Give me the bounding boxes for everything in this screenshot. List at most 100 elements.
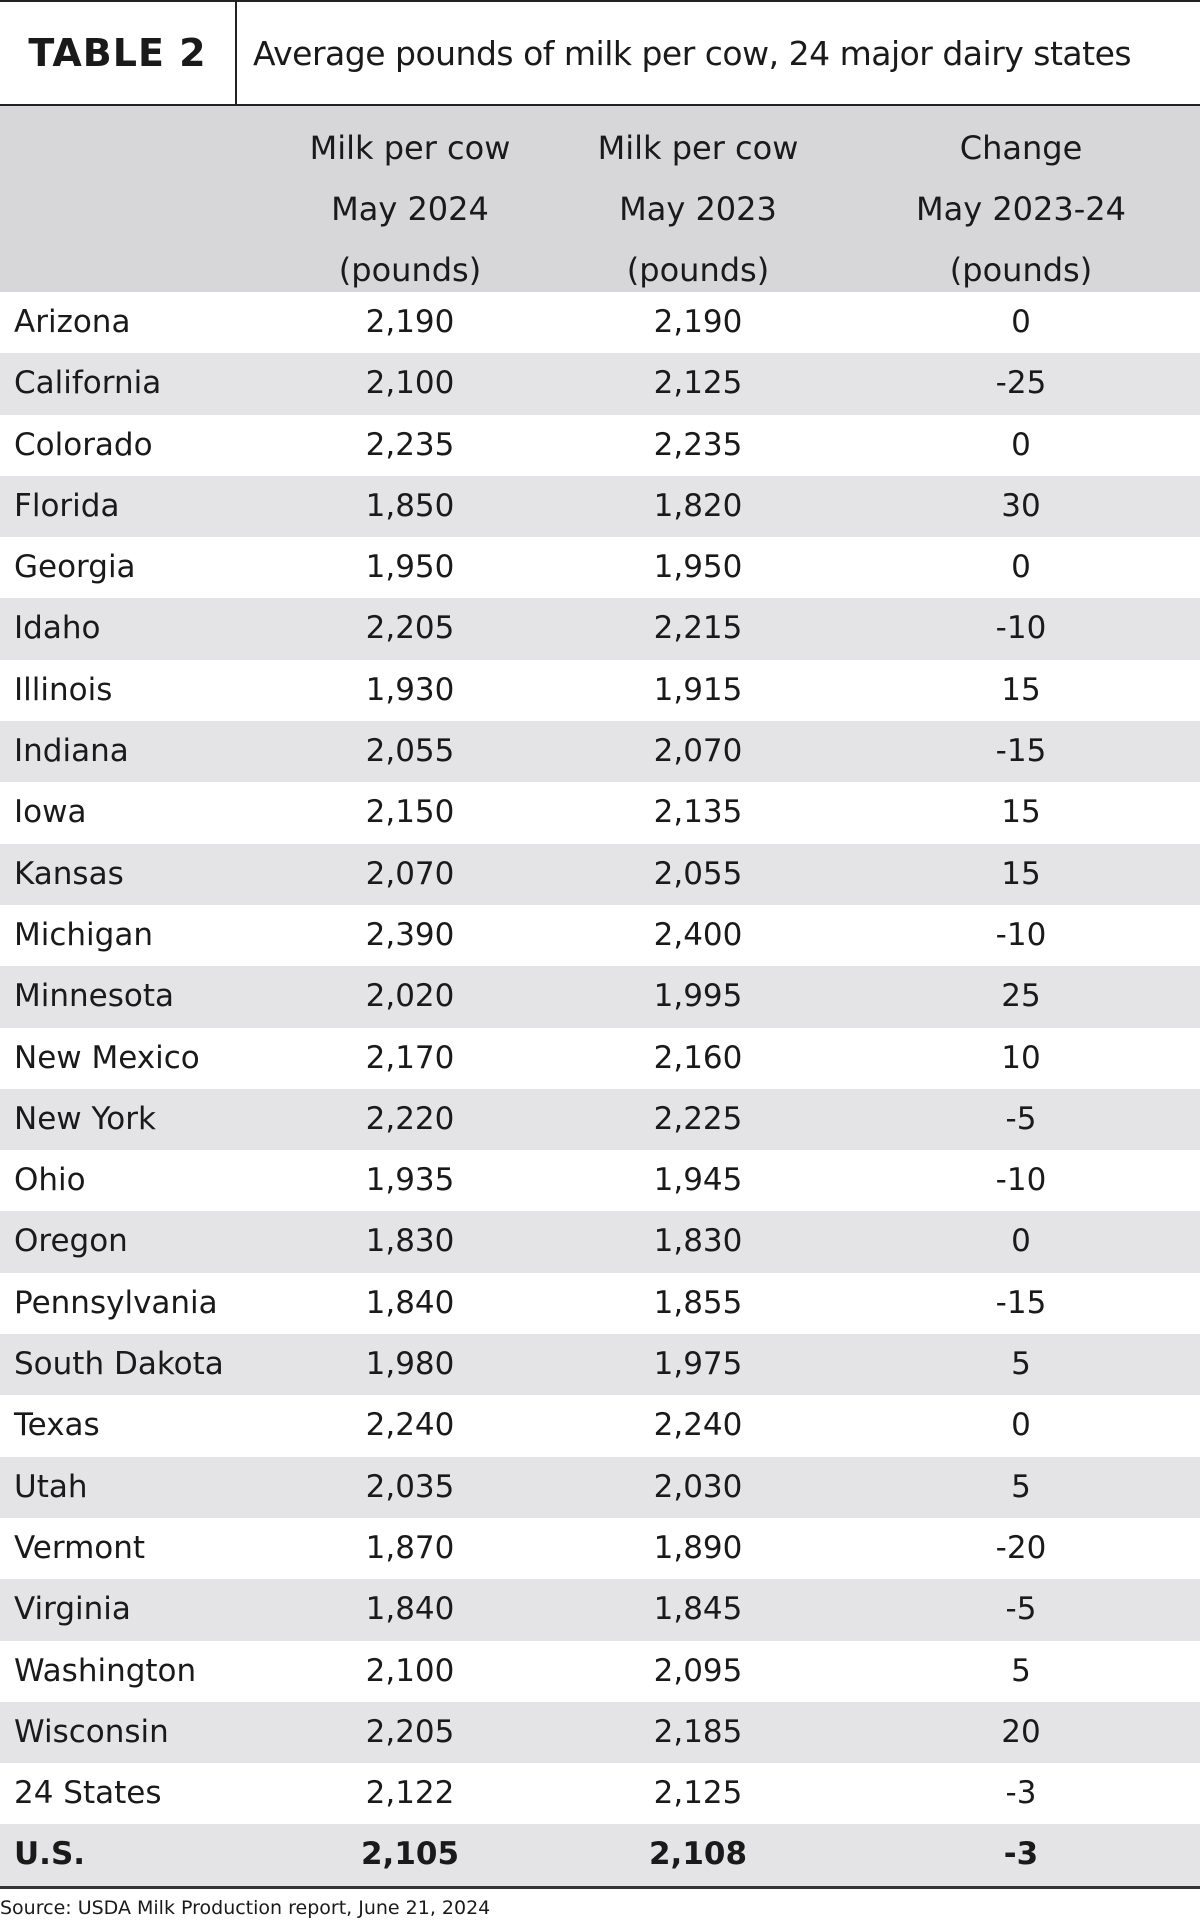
table-cell: 30 — [1001, 487, 1041, 524]
table-cell: 2,122 — [365, 1775, 455, 1812]
column-header: Milk per cow May 2024 (pounds) — [260, 118, 560, 301]
table-row: Georgia 1,950 1,950 0 — [0, 537, 1200, 598]
table-cell: 10 — [1001, 1039, 1041, 1076]
table-cell: 15 — [1001, 794, 1041, 831]
header-line: May 2023 — [619, 190, 777, 228]
table-cell: 2,135 — [653, 794, 743, 831]
table-cell: 20 — [1001, 1713, 1041, 1750]
table-cell: -15 — [995, 1284, 1047, 1321]
state-name: Illinois — [14, 671, 113, 708]
table-cell: 2,205 — [365, 1713, 455, 1750]
source-note: Source: USDA Milk Production report, Jun… — [0, 1897, 491, 1919]
table-cell: 2,100 — [365, 365, 455, 402]
table-row: 24 States 2,122 2,125 -3 — [0, 1763, 1200, 1824]
header-line: Milk per cow — [309, 129, 511, 167]
header-line: May 2024 — [331, 190, 489, 228]
table-cell: 0 — [1011, 1407, 1031, 1444]
table-cell: 2,215 — [653, 610, 743, 647]
table-cell: 2,160 — [653, 1039, 743, 1076]
table-row: Wisconsin 2,205 2,185 20 — [0, 1701, 1200, 1764]
table-row: California 2,100 2,125 -25 — [0, 353, 1200, 415]
table-row: Utah 2,035 2,030 5 — [0, 1456, 1200, 1518]
header-line: Change — [959, 129, 1083, 167]
table-row: South Dakota 1,980 1,975 5 — [0, 1334, 1200, 1396]
header-line: (pounds) — [949, 251, 1093, 289]
table-cell: -3 — [1003, 1836, 1039, 1873]
state-name: Colorado — [14, 426, 153, 463]
state-name: Vermont — [14, 1529, 146, 1566]
state-name: 24 States — [14, 1775, 162, 1812]
state-name: Virginia — [14, 1591, 131, 1628]
table-cell: 2,030 — [653, 1468, 743, 1505]
state-name: New Mexico — [14, 1039, 200, 1076]
header-line: (pounds) — [626, 251, 770, 289]
table-cell: 1,890 — [653, 1529, 743, 1566]
state-name: Georgia — [14, 549, 136, 586]
table-cell: 0 — [1011, 304, 1031, 340]
table-cell: 1,870 — [365, 1529, 455, 1566]
table-cell: -15 — [995, 733, 1047, 770]
table-cell: 2,055 — [365, 733, 455, 770]
table-row: Idaho 2,205 2,215 -10 — [0, 598, 1200, 660]
table-cell: 1,840 — [365, 1284, 455, 1321]
table-cell: 1,840 — [365, 1591, 455, 1628]
table-cell: -25 — [995, 365, 1047, 402]
table-cell: 1,830 — [653, 1223, 743, 1260]
table-cell: 2,170 — [365, 1039, 455, 1076]
table-cell: 5 — [1011, 1346, 1031, 1383]
table-cell: -5 — [1005, 1100, 1037, 1137]
table-cell: 15 — [1001, 671, 1041, 708]
table-cell: 0 — [1011, 426, 1031, 463]
table-cell: 15 — [1001, 855, 1041, 892]
table-cell: 2,070 — [653, 733, 743, 770]
table-cell: 0 — [1011, 1223, 1031, 1260]
state-name: Ohio — [14, 1162, 86, 1199]
table-row: Vermont 1,870 1,890 -20 — [0, 1518, 1200, 1579]
table-cell: 1,935 — [365, 1162, 455, 1199]
table-cell: 2,035 — [365, 1468, 455, 1505]
table-cell: 2,235 — [653, 426, 743, 463]
table-cell: 1,820 — [653, 487, 743, 524]
state-name: Pennsylvania — [14, 1284, 218, 1321]
table-row: Florida 1,850 1,820 30 — [0, 475, 1200, 538]
table-row: Virginia 1,840 1,845 -5 — [0, 1579, 1200, 1641]
table-cell: -10 — [995, 916, 1047, 953]
table-cell: 2,100 — [365, 1652, 455, 1689]
table-cell: 1,845 — [653, 1591, 743, 1628]
table-row: New Mexico 2,170 2,160 10 — [0, 1028, 1200, 1089]
state-name: Indiana — [14, 733, 129, 770]
state-name: Florida — [14, 487, 120, 524]
state-name: South Dakota — [14, 1346, 224, 1383]
table-row: Arizona 2,190 2,190 0 — [0, 292, 1200, 353]
state-name: Kansas — [14, 855, 124, 892]
state-name: Iowa — [14, 794, 87, 831]
table-cell: 1,830 — [365, 1223, 455, 1260]
table-cell: 1,930 — [365, 671, 455, 708]
table-row: Illinois 1,930 1,915 15 — [0, 660, 1200, 721]
table-title: Average pounds of milk per cow, 24 major… — [253, 33, 1132, 73]
table-cell: 2,020 — [365, 978, 455, 1015]
table-row: Kansas 2,070 2,055 15 — [0, 843, 1200, 905]
table-cell: 2,125 — [653, 1775, 743, 1812]
table-cell: 2,105 — [360, 1836, 460, 1873]
table-row: Indiana 2,055 2,070 -15 — [0, 721, 1200, 783]
table-cell: 2,220 — [365, 1100, 455, 1137]
state-name: Arizona — [14, 304, 131, 340]
table-row: Washington 2,100 2,095 5 — [0, 1641, 1200, 1702]
table-cell: -10 — [995, 610, 1047, 647]
table-cell: 2,185 — [653, 1713, 743, 1750]
table-cell: 1,950 — [365, 549, 455, 586]
state-name: Idaho — [14, 610, 101, 647]
table-cell: 2,190 — [653, 304, 743, 340]
table-row: Oregon 1,830 1,830 0 — [0, 1211, 1200, 1273]
column-headers: Milk per cow May 2024 (pounds) Milk per cow… — [0, 106, 1200, 292]
state-name: Minnesota — [14, 978, 174, 1015]
state-name: Oregon — [14, 1223, 128, 1260]
table-label: TABLE 2 — [0, 2, 237, 104]
state-name: New York — [14, 1100, 156, 1137]
table-row: U.S. 2,105 2,108 -3 — [0, 1824, 1200, 1889]
table-row: Iowa 2,150 2,135 15 — [0, 782, 1200, 843]
state-name: U.S. — [14, 1836, 86, 1873]
table-cell: 1,980 — [365, 1346, 455, 1383]
